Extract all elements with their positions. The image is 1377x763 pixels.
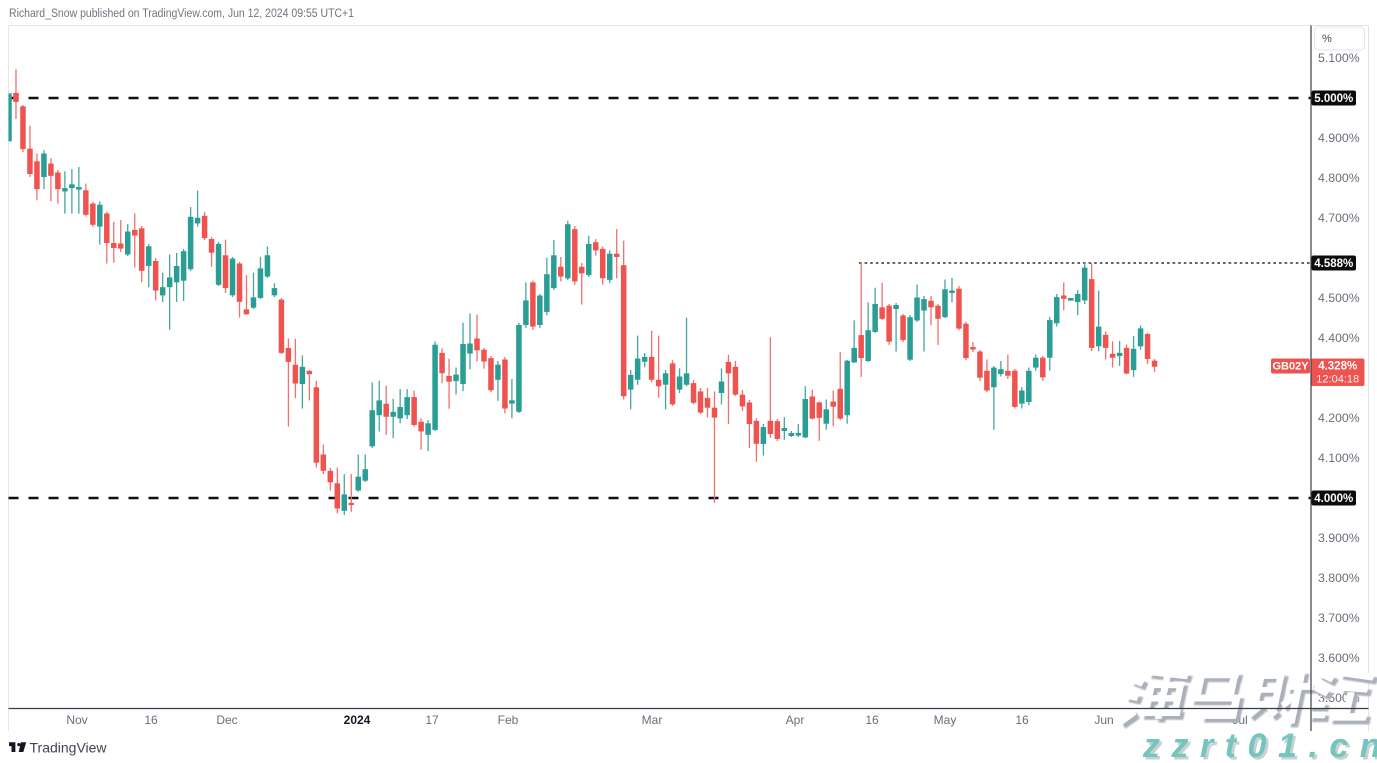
svg-text:GB02Y: GB02Y (1272, 361, 1309, 373)
svg-text:4.328%: 4.328% (1318, 361, 1357, 373)
svg-text:5.100%: 5.100% (1318, 51, 1360, 65)
svg-text:zzrt01.cn: zzrt01.cn (1142, 727, 1377, 763)
svg-text:May: May (934, 713, 957, 727)
svg-text:17: 17 (425, 713, 439, 727)
svg-text:16: 16 (865, 713, 879, 727)
svg-text:4.800%: 4.800% (1318, 171, 1360, 185)
svg-text:4.200%: 4.200% (1318, 411, 1360, 425)
svg-text:3.600%: 3.600% (1318, 651, 1360, 665)
svg-text:12:04:18: 12:04:18 (1316, 374, 1359, 386)
svg-text:TradingView: TradingView (30, 740, 108, 756)
svg-text:Apr: Apr (786, 713, 805, 727)
svg-text:zzrt01.cn: zzrt01.cn (1145, 730, 1377, 763)
svg-text:Dec: Dec (216, 713, 237, 727)
svg-text:Feb: Feb (498, 713, 519, 727)
svg-text:Richard_Snow published on Trad: Richard_Snow published on TradingView.co… (9, 6, 354, 20)
svg-text:Nov: Nov (66, 713, 87, 727)
svg-text:%: % (1322, 33, 1332, 45)
svg-text:4.900%: 4.900% (1318, 131, 1360, 145)
svg-text:4.000%: 4.000% (1314, 493, 1353, 505)
svg-text:16: 16 (144, 713, 158, 727)
svg-text:3.700%: 3.700% (1318, 611, 1360, 625)
svg-text:4.100%: 4.100% (1318, 451, 1360, 465)
svg-text:Jun: Jun (1094, 713, 1113, 727)
svg-text:3.900%: 3.900% (1318, 531, 1360, 545)
svg-text:16: 16 (1015, 713, 1029, 727)
svg-text:Mar: Mar (642, 713, 663, 727)
svg-text:4.500%: 4.500% (1318, 291, 1360, 305)
svg-text:5.000%: 5.000% (1314, 93, 1353, 105)
svg-text:2024: 2024 (344, 713, 371, 727)
svg-text:4.588%: 4.588% (1314, 258, 1353, 270)
svg-text:3.800%: 3.800% (1318, 571, 1360, 585)
svg-text:4.700%: 4.700% (1318, 211, 1360, 225)
svg-text:4.400%: 4.400% (1318, 331, 1360, 345)
